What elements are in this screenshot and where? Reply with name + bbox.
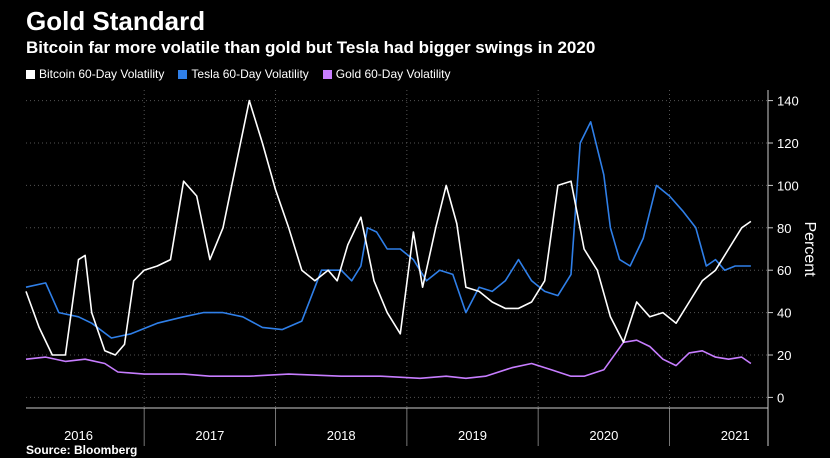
ytick-label-100: 100 xyxy=(777,178,799,193)
xtick-label-2021: 2021 xyxy=(721,428,750,443)
legend-item-tesla: Tesla 60-Day Volatility xyxy=(178,67,309,81)
legend-label-tesla: Tesla 60-Day Volatility xyxy=(191,67,309,81)
series-line-tesla xyxy=(25,121,751,339)
series-line-bitcoin xyxy=(25,99,752,356)
legend: Bitcoin 60-Day Volatility Tesla 60-Day V… xyxy=(26,67,451,81)
legend-item-gold: Gold 60-Day Volatility xyxy=(322,67,451,81)
legend-swatch-bitcoin xyxy=(26,69,35,79)
axis-labels: 0 20 40 60 80 100 120 140 2016 2017 2018 2019 2020 20… xyxy=(64,94,818,443)
xtick-label-2017: 2017 xyxy=(195,428,224,443)
xtick-label-2018: 2018 xyxy=(327,428,356,443)
series-lines xyxy=(25,99,752,380)
legend-label-bitcoin: Bitcoin 60-Day Volatility xyxy=(39,67,165,81)
y-axis-label: Percent xyxy=(801,221,818,277)
xtick-label-2016: 2016 xyxy=(64,428,93,443)
xtick-label-2019: 2019 xyxy=(458,428,487,443)
series-line-gold xyxy=(25,339,752,380)
chart-subtitle: Bitcoin far more volatile than gold but … xyxy=(26,38,596,57)
chart-title: Gold Standard xyxy=(26,6,206,36)
ytick-label-120: 120 xyxy=(777,136,799,151)
legend-swatch-tesla xyxy=(178,69,188,79)
source-note: Source: Bloomberg xyxy=(26,443,138,457)
ytick-label-20: 20 xyxy=(777,348,791,363)
ytick-label-0: 0 xyxy=(777,390,784,405)
ytick-label-60: 60 xyxy=(777,263,791,278)
legend-swatch-gold xyxy=(322,69,332,79)
ytick-label-40: 40 xyxy=(777,306,791,321)
legend-label-gold: Gold 60-Day Volatility xyxy=(335,67,451,81)
grid-lines xyxy=(26,90,768,408)
axes xyxy=(26,90,773,446)
legend-item-bitcoin: Bitcoin 60-Day Volatility xyxy=(26,67,164,81)
xtick-label-2020: 2020 xyxy=(589,428,618,443)
ytick-label-140: 140 xyxy=(777,94,799,109)
ytick-label-80: 80 xyxy=(777,221,791,236)
